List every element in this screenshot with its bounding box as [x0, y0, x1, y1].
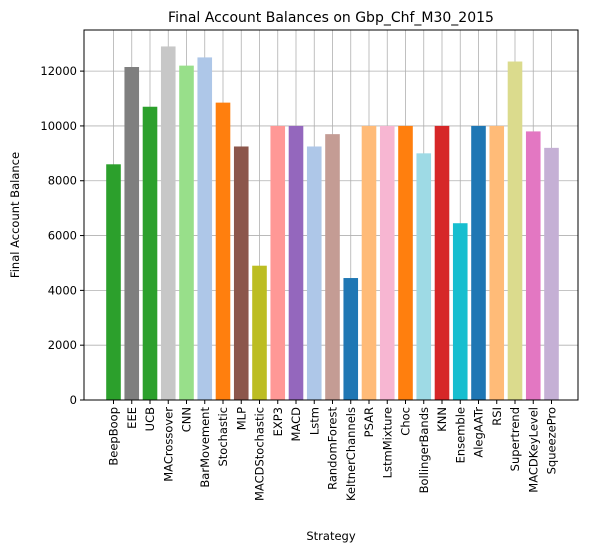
y-tick-label: 8000 — [48, 174, 77, 188]
x-tick-label: MACD — [289, 407, 303, 442]
bar — [525, 131, 541, 400]
bar — [252, 265, 267, 400]
x-tick-label: BollingerBands — [417, 407, 431, 493]
bar — [398, 125, 413, 400]
x-tick-label: UCB — [143, 407, 157, 431]
bar — [452, 223, 468, 400]
x-tick-label: AlegAATr — [472, 407, 486, 458]
bar — [106, 164, 121, 400]
x-tick-label: PSAR — [362, 407, 376, 437]
bar — [270, 125, 286, 400]
bar — [142, 106, 158, 401]
bar — [507, 61, 523, 400]
x-tick-label: SqueezePro — [545, 407, 559, 474]
bar — [197, 57, 213, 400]
bar — [416, 153, 432, 400]
x-tick-label: KNN — [435, 407, 449, 432]
x-tick-label: Choc — [399, 407, 413, 436]
chart-title: Final Account Balances on Gbp_Chf_M30_20… — [168, 10, 494, 26]
x-tick-label: LstmMixture — [380, 407, 394, 478]
x-tick-label: MACDKeyLevel — [526, 407, 540, 493]
bar — [343, 278, 359, 400]
y-axis-label: Final Account Balance — [8, 152, 22, 278]
x-tick-label: MACDStochastic — [253, 407, 267, 501]
x-tick-label: Ensemble — [453, 407, 467, 463]
x-axis-ticks: BeepBoop EEE UCB MACrossover CNN BarMovement S… — [107, 400, 559, 501]
bar — [471, 125, 486, 400]
bar — [361, 125, 377, 400]
bar — [489, 125, 505, 400]
y-tick-label: 6000 — [48, 229, 77, 243]
x-tick-label: Stochastic — [216, 407, 230, 467]
bar — [215, 102, 231, 400]
x-tick-label: BarMovement — [198, 407, 212, 488]
x-axis-label: Strategy — [306, 529, 355, 543]
bar — [325, 134, 340, 401]
bar — [288, 125, 304, 400]
bar — [379, 125, 395, 400]
plot-frame — [83, 29, 579, 401]
bars — [106, 46, 559, 401]
x-tick-label: Lstm — [307, 407, 321, 435]
x-tick-label: KeltnerChannels — [344, 407, 358, 501]
x-tick-label: RSI — [490, 407, 504, 426]
x-tick-label: MACrossover — [161, 407, 175, 482]
y-tick-label: 2000 — [48, 338, 77, 352]
x-tick-label: EEE — [125, 407, 139, 429]
x-tick-label: BeepBoop — [107, 407, 121, 466]
x-tick-label: Supertrend — [508, 407, 522, 471]
x-tick-label: CNN — [180, 407, 194, 432]
y-tick-label: 10000 — [40, 119, 77, 133]
bar — [306, 146, 322, 400]
bar — [124, 67, 140, 400]
x-tick-label: RandomForest — [326, 407, 340, 490]
x-tick-label: MLP — [234, 407, 248, 430]
y-axis-ticks: 0 2000 4000 6000 8000 10000 12000 — [40, 64, 84, 407]
bar — [179, 65, 194, 400]
y-tick-label: 0 — [70, 393, 77, 407]
y-tick-label: 4000 — [48, 283, 77, 297]
bar — [160, 46, 176, 400]
x-tick-label: EXP3 — [271, 407, 285, 436]
bar — [544, 147, 559, 400]
bar — [233, 146, 249, 400]
y-tick-label: 12000 — [40, 64, 77, 78]
bar — [434, 125, 450, 400]
